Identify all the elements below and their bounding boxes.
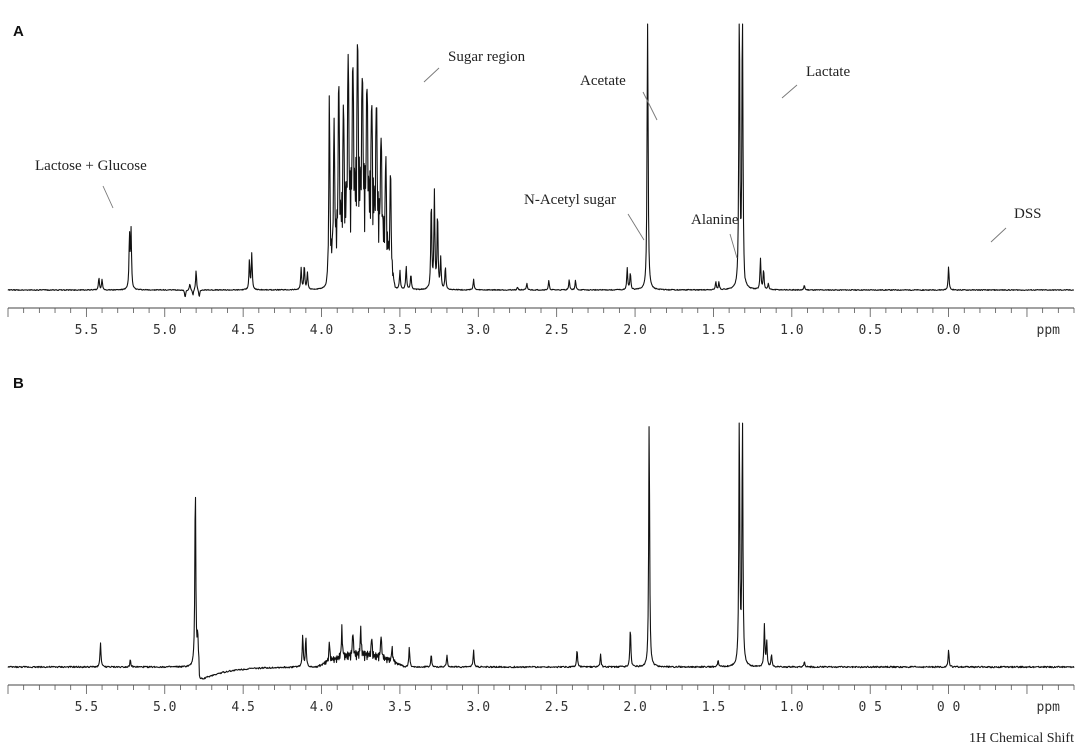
x-tick-label: 2.5: [545, 700, 568, 715]
x-tick-label: 5.0: [153, 323, 176, 338]
x-axis-unit: ppm: [1037, 323, 1061, 338]
x-tick-label: 3.5: [388, 323, 411, 338]
x-tick-label: 4.5: [231, 323, 254, 338]
peak-annotation-label: Acetate: [580, 73, 626, 89]
x-tick-label: 4.0: [310, 700, 333, 715]
panel-a-x-axis: 5.5 5.0 4.5 4.0 3.5 3.0 2.5 2.0 1.5 1.0 0.5 0.0 ppm: [7, 307, 1075, 338]
x-tick-label: 1.0: [780, 700, 803, 715]
x-tick-label: 5.5: [75, 323, 98, 338]
peak-annotation-label: Alanine: [691, 212, 739, 228]
x-tick-label: 0.5: [858, 323, 881, 338]
x-tick-label: 4.5: [231, 700, 254, 715]
panel-b-spectrum-line: [7, 422, 1075, 680]
x-tick-label: 1.5: [702, 700, 725, 715]
peak-annotation-label: Lactose + Glucose: [35, 158, 147, 174]
annotation-leader-line: [781, 84, 798, 99]
annotation-leader-line: [642, 91, 658, 121]
annotation-leader-line: [990, 227, 1007, 243]
panel-b-letter: B: [13, 375, 24, 392]
x-tick-label: 1.5: [702, 323, 725, 338]
x-tick-label: 5.5: [75, 700, 98, 715]
x-tick-label: 0 5: [858, 700, 881, 715]
peak-annotation-label: Sugar region: [448, 49, 526, 65]
peak-annotation-label: N-Acetyl sugar: [524, 192, 616, 208]
x-tick-label: 3.5: [388, 700, 411, 715]
x-tick-label: 1.0: [780, 323, 803, 338]
peak-annotation-label: Lactate: [806, 64, 850, 80]
x-tick-label: 4.0: [310, 323, 333, 338]
x-tick-label: 2.0: [623, 323, 646, 338]
x-tick-label: 3.0: [467, 700, 490, 715]
panel-b-x-axis: 5.5 5.0 4.5 4.0 3.5 3.0 2.5 2.0 1.5 1.0 0 5 0 0 ppm: [7, 684, 1075, 715]
annotation-leader-line: [627, 213, 645, 241]
panel-a-letter: A: [13, 23, 24, 40]
annotation-leader-line: [729, 233, 738, 259]
peak-annotation-label: DSS: [1014, 206, 1042, 222]
x-tick-label: 3.0: [467, 323, 490, 338]
x-axis-title: 1H Chemical Shift: [969, 731, 1074, 746]
x-tick-label: 2.0: [623, 700, 646, 715]
x-tick-label: 0 0: [937, 700, 960, 715]
panel-b: B 5.5 5.0 4.5 4.0 3.5 3.0 2.5 2.0 1.5 1.0 0 5 0 0 pp…: [7, 375, 1075, 746]
x-tick-label: 5.0: [153, 700, 176, 715]
x-tick-label: 2.5: [545, 323, 568, 338]
annotation-leader-line: [102, 185, 114, 209]
panel-a-spectrum-line: [7, 23, 1075, 298]
annotation-leader-line: [423, 67, 440, 83]
x-tick-label: 0.0: [937, 323, 960, 338]
x-axis-unit: ppm: [1037, 700, 1061, 715]
panel-a-annotations: Lactose + Glucose Sugar region Acetate Lact…: [35, 49, 1042, 259]
